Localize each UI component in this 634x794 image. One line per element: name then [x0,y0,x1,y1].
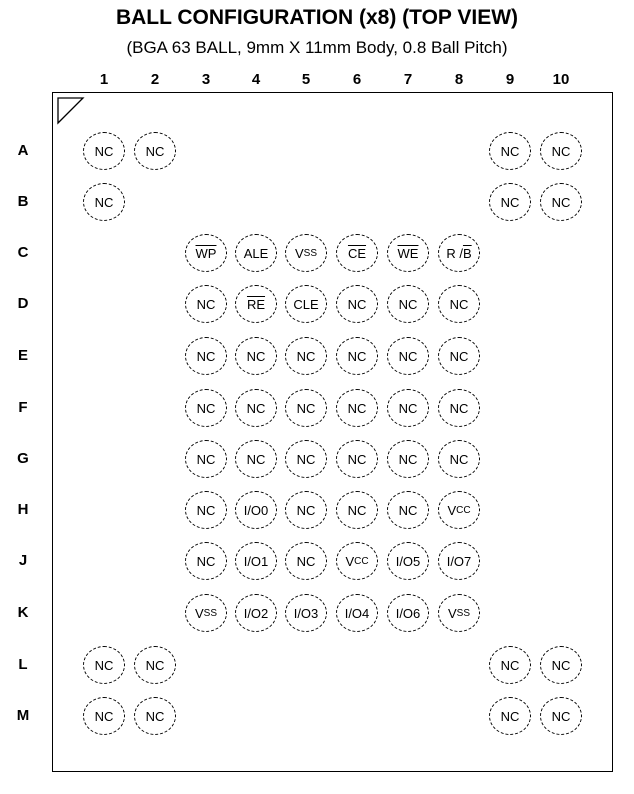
row-label: M [16,707,30,724]
row-label: C [17,244,29,261]
ball-G5: NC [285,440,327,478]
ball-F6: NC [336,389,378,427]
ball-D8: NC [438,285,480,323]
ball-D6: NC [336,285,378,323]
ball-J4: I/O1 [235,542,277,580]
ball-K6: I/O4 [336,594,378,632]
ball-B9: NC [489,183,531,221]
ball-H6: NC [336,491,378,529]
ball-M1: NC [83,697,125,735]
ball-E3: NC [185,337,227,375]
row-label: A [17,142,29,159]
ball-L10: NC [540,646,582,684]
ball-C8: R / B [438,234,480,272]
ball-G7: NC [387,440,429,478]
ball-C3: WP [185,234,227,272]
ball-K5: I/O3 [285,594,327,632]
ball-J3: NC [185,542,227,580]
ball-D4: RE [235,285,277,323]
column-label: 5 [301,71,311,88]
ball-G3: NC [185,440,227,478]
row-label: G [17,450,29,467]
ball-A2: NC [134,132,176,170]
diagram-subtitle: (BGA 63 BALL, 9mm X 11mm Body, 0.8 Ball … [126,38,508,57]
ball-H7: NC [387,491,429,529]
ball-F3: NC [185,389,227,427]
ball-H3: NC [185,491,227,529]
column-label: 10 [552,71,570,88]
ball-A1: NC [83,132,125,170]
ball-G8: NC [438,440,480,478]
ball-F7: NC [387,389,429,427]
ball-B1: NC [83,183,125,221]
ball-D5: CLE [285,285,327,323]
ball-H4: I/O0 [235,491,277,529]
ball-J7: I/O5 [387,542,429,580]
column-label: 6 [352,71,362,88]
ball-G4: NC [235,440,277,478]
ball-L2: NC [134,646,176,684]
ball-A9: NC [489,132,531,170]
ball-B10: NC [540,183,582,221]
ball-M2: NC [134,697,176,735]
row-label: D [17,295,29,312]
ball-D7: NC [387,285,429,323]
column-label: 2 [150,71,160,88]
ball-D3: NC [185,285,227,323]
row-label: L [18,656,28,673]
row-label: K [17,604,29,621]
ball-E7: NC [387,337,429,375]
ball-C4: ALE [235,234,277,272]
row-label: B [17,193,29,210]
ball-J5: NC [285,542,327,580]
column-label: 1 [99,71,109,88]
column-label: 3 [201,71,211,88]
column-label: 9 [505,71,515,88]
ball-E6: NC [336,337,378,375]
row-label: F [18,399,28,416]
diagram-title: BALL CONFIGURATION (x8) (TOP VIEW) [115,6,519,29]
ball-F5: NC [285,389,327,427]
ball-E8: NC [438,337,480,375]
row-label: J [18,552,28,569]
ball-K3: V SS [185,594,227,632]
ball-L1: NC [83,646,125,684]
ball-F8: NC [438,389,480,427]
column-label: 8 [454,71,464,88]
ball-K7: I/O6 [387,594,429,632]
package-outline [52,92,613,772]
ball-L9: NC [489,646,531,684]
column-label: 4 [251,71,261,88]
row-label: E [17,347,28,364]
row-label: H [17,501,29,518]
ball-K8: V SS [438,594,480,632]
ball-A10: NC [540,132,582,170]
ball-E5: NC [285,337,327,375]
ball-G6: NC [336,440,378,478]
ball-M10: NC [540,697,582,735]
ball-F4: NC [235,389,277,427]
ball-J8: I/O7 [438,542,480,580]
ball-C7: WE [387,234,429,272]
column-label: 7 [403,71,413,88]
ball-K4: I/O2 [235,594,277,632]
ball-E4: NC [235,337,277,375]
ball-M9: NC [489,697,531,735]
ball-C6: CE [336,234,378,272]
ball-H8: V CC [438,491,480,529]
pin1-corner-marker-icon [57,97,85,125]
ball-H5: NC [285,491,327,529]
ball-C5: V SS [285,234,327,272]
ball-J6: V CC [336,542,378,580]
